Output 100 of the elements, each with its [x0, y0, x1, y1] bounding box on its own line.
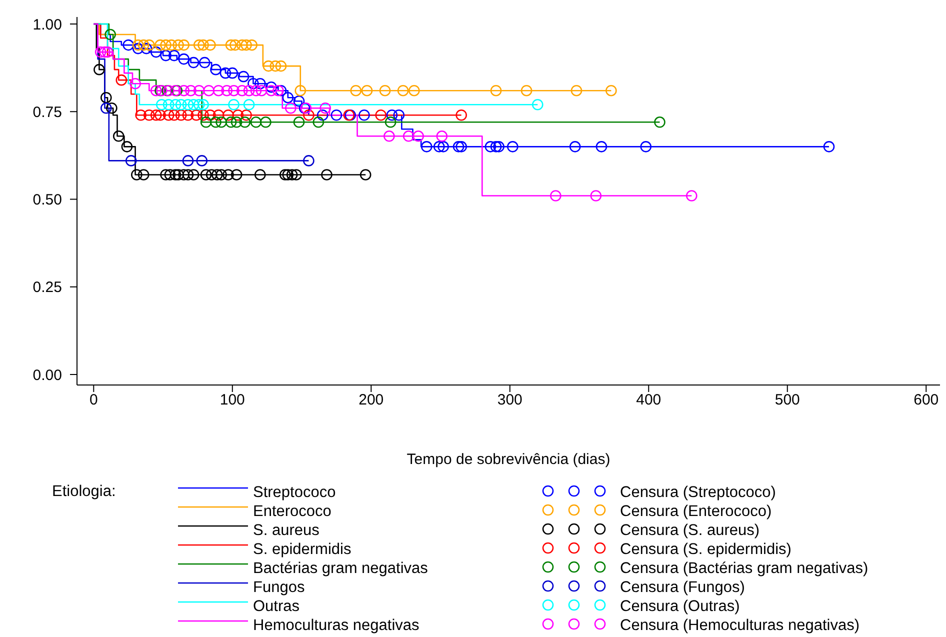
- point: [178, 84, 190, 96]
- point: [236, 39, 248, 51]
- point: [507, 141, 518, 152]
- point: [350, 84, 362, 96]
- point: [162, 109, 174, 121]
- point: [240, 109, 252, 121]
- point: [316, 109, 328, 121]
- point: [239, 116, 251, 128]
- point: [569, 141, 581, 152]
- point: [484, 141, 496, 152]
- point: [232, 109, 244, 121]
- point: [270, 60, 282, 72]
- point: [178, 39, 190, 51]
- point: [250, 84, 262, 96]
- y-tick-label: 0.75: [32, 104, 62, 121]
- point: [188, 98, 200, 110]
- point: [384, 116, 396, 128]
- legend-label: Censura (Enterococo): [620, 503, 772, 521]
- point: [360, 169, 372, 180]
- point: [182, 155, 194, 166]
- legend-label: Streptococo: [253, 484, 336, 502]
- point: [225, 116, 237, 128]
- point: [654, 116, 666, 128]
- point: [154, 39, 166, 51]
- point: [193, 84, 205, 96]
- legend-label: Censura (Fungos): [620, 579, 745, 597]
- point: [175, 109, 187, 121]
- point: [596, 141, 608, 152]
- point: [320, 102, 332, 114]
- point: [221, 84, 232, 96]
- point: [375, 109, 387, 121]
- point: [230, 39, 241, 51]
- legend-label: Censura (Hemoculturas negativas): [620, 617, 860, 635]
- legend-label: Enterococo: [253, 503, 332, 521]
- point: [275, 60, 287, 72]
- point: [321, 169, 332, 180]
- legend-label: Censura (S. aureus): [620, 522, 760, 540]
- point: [238, 70, 250, 82]
- point: [185, 84, 196, 96]
- point: [190, 109, 202, 121]
- point: [228, 84, 240, 96]
- point: [172, 169, 184, 180]
- point: [279, 169, 291, 180]
- point: [312, 116, 324, 128]
- x-tick-label: 100: [220, 392, 245, 409]
- point: [162, 98, 174, 110]
- point: [212, 84, 224, 96]
- point: [132, 39, 144, 51]
- point: [216, 116, 227, 128]
- point: [178, 169, 190, 180]
- point: [358, 109, 370, 121]
- legend-label: Censura (Outras): [620, 598, 740, 616]
- point: [230, 169, 242, 180]
- point: [433, 141, 445, 152]
- point: [206, 169, 218, 180]
- point: [520, 84, 532, 96]
- point: [182, 98, 194, 110]
- point: [402, 130, 414, 142]
- point: [379, 84, 391, 96]
- point: [384, 130, 395, 142]
- point: [182, 109, 194, 121]
- point: [330, 109, 342, 121]
- point: [130, 78, 141, 90]
- point: [144, 39, 155, 51]
- y-tick-label: 1.00: [32, 16, 62, 34]
- point: [570, 84, 582, 96]
- point: [216, 169, 227, 180]
- x-tick-label: 300: [497, 392, 522, 409]
- point: [170, 98, 182, 110]
- point: [490, 84, 502, 96]
- point: [99, 46, 110, 58]
- point: [198, 39, 209, 51]
- point: [160, 39, 172, 51]
- point: [420, 141, 432, 152]
- x-tick-label: 500: [774, 392, 800, 409]
- legend-label: Censura (Streptococo): [620, 484, 776, 502]
- point: [131, 169, 142, 180]
- point: [640, 141, 652, 152]
- legend-label: S. epidermidis: [253, 541, 352, 559]
- point: [590, 190, 602, 202]
- point: [254, 169, 266, 180]
- point: [456, 109, 467, 121]
- point: [266, 84, 277, 96]
- legend-label: Bactérias gram negativas: [253, 560, 428, 578]
- point: [606, 84, 617, 96]
- point: [204, 39, 216, 51]
- point: [160, 169, 172, 180]
- point: [493, 141, 504, 152]
- point: [397, 84, 409, 96]
- point: [112, 130, 124, 142]
- point: [456, 141, 467, 152]
- point: [294, 84, 306, 96]
- point: [193, 39, 205, 51]
- point: [303, 155, 314, 166]
- point: [250, 116, 262, 128]
- point: [138, 39, 150, 51]
- point: [140, 42, 152, 54]
- point: [532, 98, 544, 110]
- point: [116, 74, 128, 86]
- point: [226, 67, 238, 79]
